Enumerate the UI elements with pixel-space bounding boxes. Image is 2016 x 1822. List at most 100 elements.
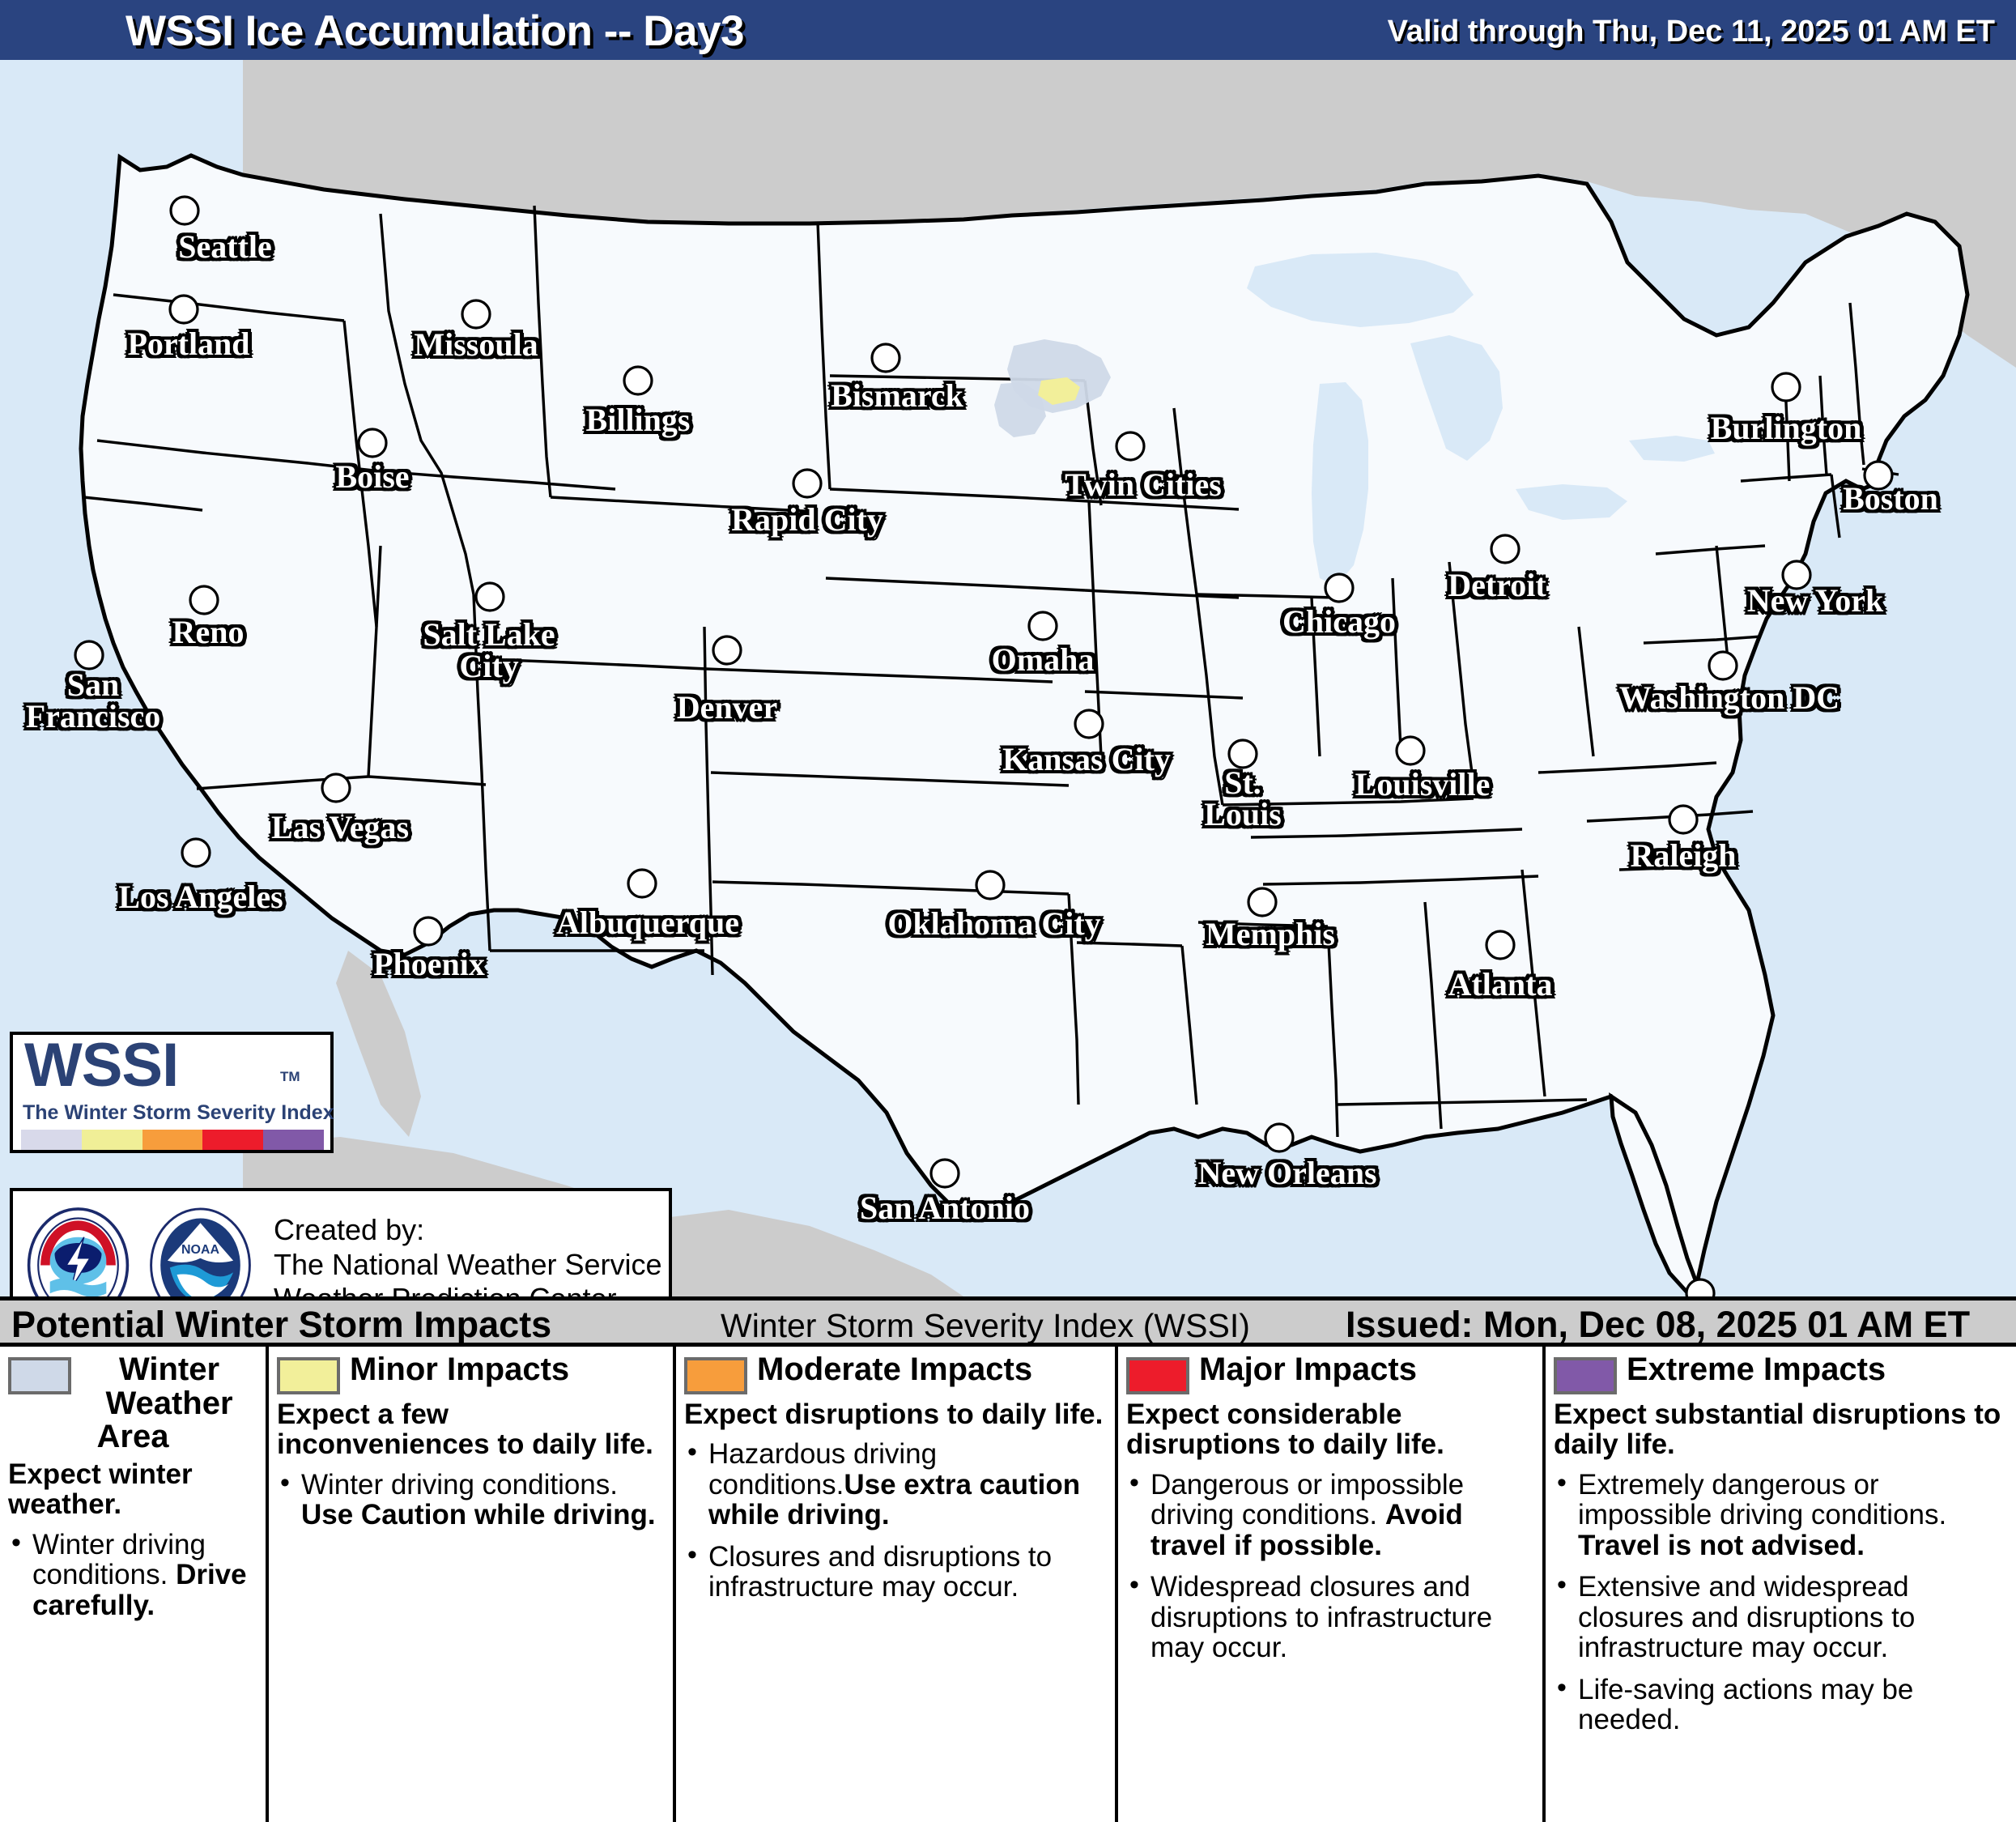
legend-bullet-item: Extremely dangerous or impossible drivin… bbox=[1554, 1468, 2008, 1560]
city-marker-dot[interactable] bbox=[413, 916, 444, 947]
city-marker-dot[interactable] bbox=[1115, 431, 1146, 462]
svg-text:NOAA: NOAA bbox=[181, 1243, 219, 1257]
legend-color-chip bbox=[8, 1357, 71, 1394]
agency-logos: ★ ★ ★ NOAA bbox=[13, 1207, 259, 1296]
wssi-logo-box: WSSI TM The Winter Storm Severity Index bbox=[10, 1031, 334, 1153]
lake-huron bbox=[1410, 335, 1503, 461]
lake-ontario bbox=[1629, 436, 1715, 462]
lake-superior bbox=[1247, 253, 1474, 327]
city-marker-dot[interactable] bbox=[929, 1158, 960, 1189]
legend-column-header: Extreme Impacts bbox=[1554, 1352, 2008, 1394]
legend-bullet-item: Dangerous or impossible driving conditio… bbox=[1126, 1468, 1534, 1560]
legend-bar-issued-label: Issued: Mon, Dec 08, 2025 01 AM ET bbox=[1346, 1304, 1971, 1345]
legend-summary: Expect winter weather. bbox=[8, 1458, 193, 1521]
city-marker-dot[interactable] bbox=[1781, 560, 1812, 590]
city-marker-dot[interactable] bbox=[1264, 1122, 1295, 1153]
city-marker-dot[interactable] bbox=[975, 870, 1006, 900]
city-marker-dot[interactable] bbox=[623, 365, 653, 396]
city-marker-dot[interactable] bbox=[1863, 460, 1894, 491]
city-marker-dot[interactable] bbox=[1490, 534, 1521, 564]
credits-text: Created by: The National Weather Service… bbox=[274, 1213, 662, 1296]
legend-bullet-item: Widespread closures and disruptions to i… bbox=[1126, 1570, 1534, 1662]
credits-line-3: Weather Prediction Center bbox=[274, 1282, 662, 1296]
city-marker-dot[interactable] bbox=[1685, 1278, 1716, 1296]
city-marker-dot[interactable] bbox=[1074, 709, 1104, 739]
wssi-wordmark: WSSI bbox=[24, 1031, 179, 1100]
city-marker-dot[interactable] bbox=[1324, 573, 1355, 603]
city-marker-dot[interactable] bbox=[627, 868, 657, 899]
legend-bullet-item: Life-saving actions may be needed. bbox=[1554, 1673, 2008, 1735]
legend-bullet-item: Winter driving conditions. Drive careful… bbox=[8, 1528, 257, 1620]
city-marker-dot[interactable] bbox=[1027, 611, 1058, 641]
legend-summary: Expect a few inconveniences to daily lif… bbox=[277, 1398, 653, 1461]
legend-header-bar: Potential Winter Storm Impacts Winter St… bbox=[0, 1296, 2016, 1347]
city-marker-dot[interactable] bbox=[792, 468, 823, 499]
wssi-scale-swatch-4 bbox=[263, 1129, 324, 1150]
legend-level-name: Moderate Impacts bbox=[757, 1352, 1033, 1387]
city-marker-dot[interactable] bbox=[1771, 372, 1801, 402]
city-marker-dot[interactable] bbox=[181, 837, 211, 868]
city-marker-dot[interactable] bbox=[321, 773, 351, 803]
page-header: WSSI Ice Accumulation -- Day3 Valid thro… bbox=[0, 0, 2016, 60]
legend-level-name: Winter Weather Area bbox=[96, 1352, 233, 1455]
map-canvas[interactable]: Seattle Portland Missoula Billings Boise Bism… bbox=[0, 60, 2016, 1296]
legend-bullet-item: Closures and disruptions to infrastructu… bbox=[684, 1540, 1107, 1603]
page-title: WSSI Ice Accumulation -- Day3 bbox=[125, 7, 745, 55]
wssi-subtitle: The Winter Storm Severity Index bbox=[23, 1100, 334, 1124]
city-marker-dot[interactable] bbox=[189, 585, 219, 615]
legend-column-4: Extreme Impacts Expect substantial disrup… bbox=[1546, 1347, 2016, 1822]
impact-area-winter-weather-2 bbox=[994, 382, 1046, 437]
legend-bullet-list: Winter driving conditions. Drive careful… bbox=[8, 1528, 257, 1620]
wssi-scale-swatch-2 bbox=[142, 1129, 203, 1150]
legend-bullet-item: Winter driving conditions. Use Caution w… bbox=[277, 1468, 665, 1530]
legend-summary: Expect disruptions to daily life. bbox=[684, 1398, 1104, 1430]
trademark-mark: TM bbox=[280, 1069, 300, 1084]
valid-through-text: Valid through Thu, Dec 11, 2025 01 AM ET bbox=[1387, 15, 1995, 49]
legend-column-header: Winter Weather Area bbox=[8, 1352, 257, 1455]
credits-box: ★ ★ ★ NOAA Created by: The National Weat… bbox=[10, 1188, 672, 1296]
city-marker-dot[interactable] bbox=[461, 299, 491, 330]
wssi-wordmark-row: WSSI TM bbox=[13, 1031, 330, 1108]
legend-bullet-item: Hazardous driving conditions.Use extra c… bbox=[684, 1437, 1107, 1530]
legend-level-name: Major Impacts bbox=[1199, 1352, 1417, 1387]
wssi-scale-swatch-3 bbox=[202, 1129, 264, 1150]
legend-bar-left-label: Potential Winter Storm Impacts bbox=[11, 1304, 552, 1345]
legend-column-1: Minor Impacts Expect a few inconveniences… bbox=[269, 1347, 676, 1822]
city-marker-dot[interactable] bbox=[1395, 735, 1426, 766]
legend-color-chip bbox=[1126, 1357, 1189, 1394]
credits-line-2: The National Weather Service bbox=[274, 1247, 662, 1281]
legend-bullet-list: Hazardous driving conditions.Use extra c… bbox=[684, 1437, 1107, 1603]
legend-level-name: Minor Impacts bbox=[350, 1352, 570, 1387]
city-marker-dot[interactable] bbox=[169, 195, 200, 226]
city-marker-dot[interactable] bbox=[168, 294, 199, 325]
legend-column-2: Moderate Impacts Expect disruptions to da… bbox=[676, 1347, 1118, 1822]
city-marker-dot[interactable] bbox=[74, 640, 104, 670]
city-marker-dot[interactable] bbox=[1227, 739, 1258, 769]
legend-level-name: Extreme Impacts bbox=[1627, 1352, 1886, 1387]
wssi-color-scale bbox=[21, 1129, 324, 1150]
city-dot-group bbox=[74, 195, 1894, 1296]
legend-bar-center-label: Winter Storm Severity Index (WSSI) bbox=[721, 1307, 1250, 1344]
legend-column-header: Major Impacts bbox=[1126, 1352, 1534, 1394]
legend-color-chip bbox=[1554, 1357, 1617, 1394]
legend-column-header: Minor Impacts bbox=[277, 1352, 665, 1394]
city-marker-dot[interactable] bbox=[357, 428, 388, 458]
legend-bullet-item: Extensive and widespread closures and di… bbox=[1554, 1570, 2008, 1662]
city-marker-dot[interactable] bbox=[1668, 804, 1699, 835]
legend-color-chip bbox=[684, 1357, 747, 1394]
city-marker-dot[interactable] bbox=[474, 581, 505, 612]
baja-peninsula bbox=[336, 951, 421, 1137]
city-marker-dot[interactable] bbox=[870, 343, 901, 373]
legend-summary: Expect considerable disruptions to daily… bbox=[1126, 1398, 1444, 1461]
city-marker-dot[interactable] bbox=[1708, 650, 1738, 681]
wssi-scale-swatch-1 bbox=[81, 1129, 142, 1150]
legend-summary: Expect substantial disruptions to daily … bbox=[1554, 1398, 2001, 1461]
legend-column-header: Moderate Impacts bbox=[684, 1352, 1107, 1394]
canada-landmass bbox=[243, 60, 2016, 368]
city-marker-dot[interactable] bbox=[1485, 930, 1516, 960]
city-marker-dot[interactable] bbox=[712, 635, 742, 666]
city-marker-dot[interactable] bbox=[1247, 887, 1278, 917]
legend-column-3: Major Impacts Expect considerable disrupt… bbox=[1118, 1347, 1546, 1822]
